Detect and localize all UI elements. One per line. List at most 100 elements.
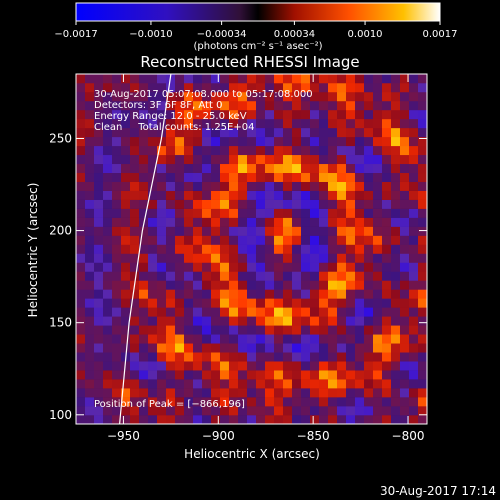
heatmap-cell [166,352,176,362]
heatmap-cell [175,379,185,389]
heatmap-cell [76,379,86,389]
heatmap-cell [220,262,230,272]
heatmap-cell [94,145,104,156]
heatmap-cell [85,226,95,236]
heatmap-cell [256,109,266,120]
heatmap-cell [310,244,320,254]
heatmap-cell [418,406,428,416]
heatmap-cell [103,343,113,353]
heatmap-cell [283,181,293,191]
heatmap-cell [184,91,194,102]
heatmap-cell [238,298,248,308]
heatmap-cell [346,415,356,425]
heatmap-cell [355,253,365,263]
heatmap-cell [328,235,338,245]
heatmap-cell [211,253,221,263]
heatmap-cell [220,163,230,174]
heatmap-cell [166,262,176,272]
heatmap-cell [202,109,212,120]
heatmap-cell [418,118,428,129]
heatmap-cell [157,397,167,407]
heatmap-cell [409,271,419,281]
heatmap-cell [310,406,320,416]
heatmap-cell [391,271,401,281]
heatmap-cell [148,172,158,182]
heatmap-cell [310,208,320,218]
heatmap-cell [166,91,176,102]
heatmap-cell [310,217,320,227]
heatmap-cell [85,172,95,182]
heatmap-cell [76,298,86,308]
heatmap-cell [238,100,248,111]
heatmap-cell [283,325,293,335]
heatmap-cell [292,190,302,200]
heatmap-cell [247,289,257,299]
heatmap-cell [301,325,311,335]
heatmap-cell [238,253,248,263]
heatmap-cell [85,82,95,93]
heatmap-cell [229,370,239,380]
heatmap-cell [220,406,230,416]
heatmap-cell [121,343,131,353]
heatmap-cell [400,100,410,111]
heatmap-cell [121,100,131,111]
heatmap-cell [283,208,293,218]
heatmap-cell [130,316,140,326]
heatmap-cell [364,298,374,308]
heatmap-cell [301,262,311,272]
heatmap-cell [139,82,149,93]
heatmap-cell [337,199,347,209]
heatmap-cell [121,325,131,335]
heatmap-cell [247,316,257,326]
heatmap-cell [409,127,419,138]
heatmap-cell [121,91,131,102]
heatmap-cell [103,163,113,174]
heatmap-cell [337,74,347,84]
heatmap-cell [418,325,428,335]
heatmap-cell [346,316,356,326]
heatmap-cell [364,361,374,371]
heatmap-cell [337,253,347,263]
heatmap-cell [391,172,401,182]
heatmap-cell [400,190,410,200]
heatmap-cell [229,352,239,362]
heatmap-cell [94,289,104,299]
heatmap-cell [85,415,95,425]
heatmap-cell [382,208,392,218]
heatmap-cell [157,136,167,147]
y-tick-label: 150 [49,316,72,330]
heatmap-cell [103,334,113,344]
heatmap-cell [265,136,275,147]
heatmap-cell [382,109,392,120]
heatmap-cell [346,406,356,416]
heatmap-cell [274,370,284,380]
heatmap-cell [139,163,149,174]
heatmap-cell [202,136,212,147]
heatmap-cell [310,397,320,407]
heatmap-cell [373,280,383,290]
heatmap-cell [265,163,275,174]
heatmap-cell [94,74,104,84]
heatmap-cell [364,343,374,353]
heatmap-cell [409,145,419,156]
heatmap-cell [157,253,167,263]
heatmap-cell [220,109,230,120]
heatmap-cell [139,91,149,102]
heatmap-cell [364,379,374,389]
heatmap-cell [103,82,113,93]
heatmap-cell [121,415,131,425]
heatmap-cell [247,154,257,165]
heatmap-cell [229,74,239,84]
heatmap-cell [121,388,131,398]
heatmap-cell [94,379,104,389]
heatmap-cell [238,316,248,326]
heatmap-cell [319,109,329,120]
heatmap-cell [247,379,257,389]
heatmap-cell [85,334,95,344]
heatmap-cell [184,154,194,165]
heatmap-cell [238,280,248,290]
heatmap-cell [157,325,167,335]
heatmap-cell [148,352,158,362]
heatmap-cell [310,298,320,308]
heatmap-cell [130,406,140,416]
